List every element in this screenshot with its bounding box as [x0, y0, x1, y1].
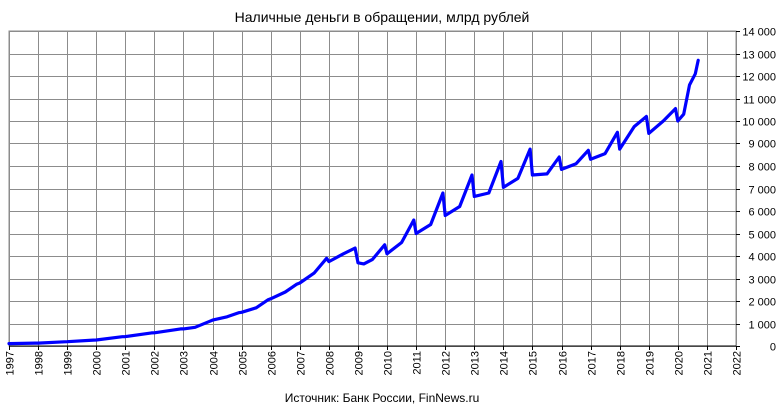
x-tick-label: 2012: [441, 351, 453, 375]
x-tick-label: 2015: [528, 351, 540, 375]
x-tick-label: 2001: [121, 351, 133, 375]
y-tick-label: 0: [770, 342, 776, 354]
y-tick-label: 10 000: [742, 117, 776, 129]
y-tick-label: 13 000: [742, 50, 776, 62]
y-tick-label: 1 000: [748, 320, 776, 332]
y-tick-label: 12 000: [742, 72, 776, 84]
y-tick-label: 4 000: [748, 252, 776, 264]
x-tick-label: 2000: [92, 351, 104, 375]
x-tick-label: 2016: [558, 351, 570, 375]
y-tick-label: 5 000: [748, 230, 776, 242]
plot-area: [8, 30, 737, 347]
x-axis-ticks: 1997 1998 1999 2000 2001 2002 2003 2004 2005 2006…: [5, 346, 744, 375]
x-tick-label: 2003: [179, 351, 191, 375]
x-tick-label: 2013: [470, 351, 482, 375]
x-tick-label: 2022: [732, 351, 744, 375]
y-tick-label: 14 000: [742, 27, 776, 39]
x-tick-label: 2010: [383, 351, 395, 375]
x-tick-label: 2008: [325, 351, 337, 375]
x-tick-label: 2007: [296, 351, 308, 375]
x-tick-label: 2014: [499, 351, 511, 375]
x-tick-label: 1999: [63, 351, 75, 375]
y-tick-label: 7 000: [748, 185, 776, 197]
y-tick-label: 8 000: [748, 162, 776, 174]
x-tick-label: 2017: [587, 351, 599, 375]
x-tick-label: 2011: [412, 351, 424, 375]
x-tick-label: 2019: [645, 351, 657, 375]
y-tick-label: 3 000: [748, 275, 776, 287]
x-tick-label: 2002: [150, 351, 162, 375]
y-axis-ticks: 0 1 000 2 000 3 000 4 000 5 000 6 000 7 000 8 00…: [736, 27, 776, 354]
y-tick-label: 11 000: [743, 95, 776, 107]
y-tick-label: 2 000: [748, 297, 776, 309]
x-tick-label: 2004: [209, 351, 221, 375]
chart-title: Наличные деньги в обращении, млрд рублей: [235, 9, 530, 25]
y-tick-label: 6 000: [748, 207, 776, 219]
x-tick-label: 2006: [267, 351, 279, 375]
series-line: [7, 58, 700, 346]
x-tick-label: 2021: [703, 351, 715, 375]
x-tick-label: 1998: [34, 351, 46, 375]
x-tick-label: 2005: [238, 351, 250, 375]
series-layer: [7, 58, 700, 346]
x-tick-label: 2009: [354, 351, 366, 375]
source-note: Источник: Банк России, FinNews.ru: [285, 391, 480, 405]
x-tick-label: 1997: [5, 351, 17, 375]
x-tick-label: 2020: [674, 351, 686, 375]
x-tick-label: 2018: [616, 351, 628, 375]
y-tick-label: 9 000: [748, 139, 776, 151]
